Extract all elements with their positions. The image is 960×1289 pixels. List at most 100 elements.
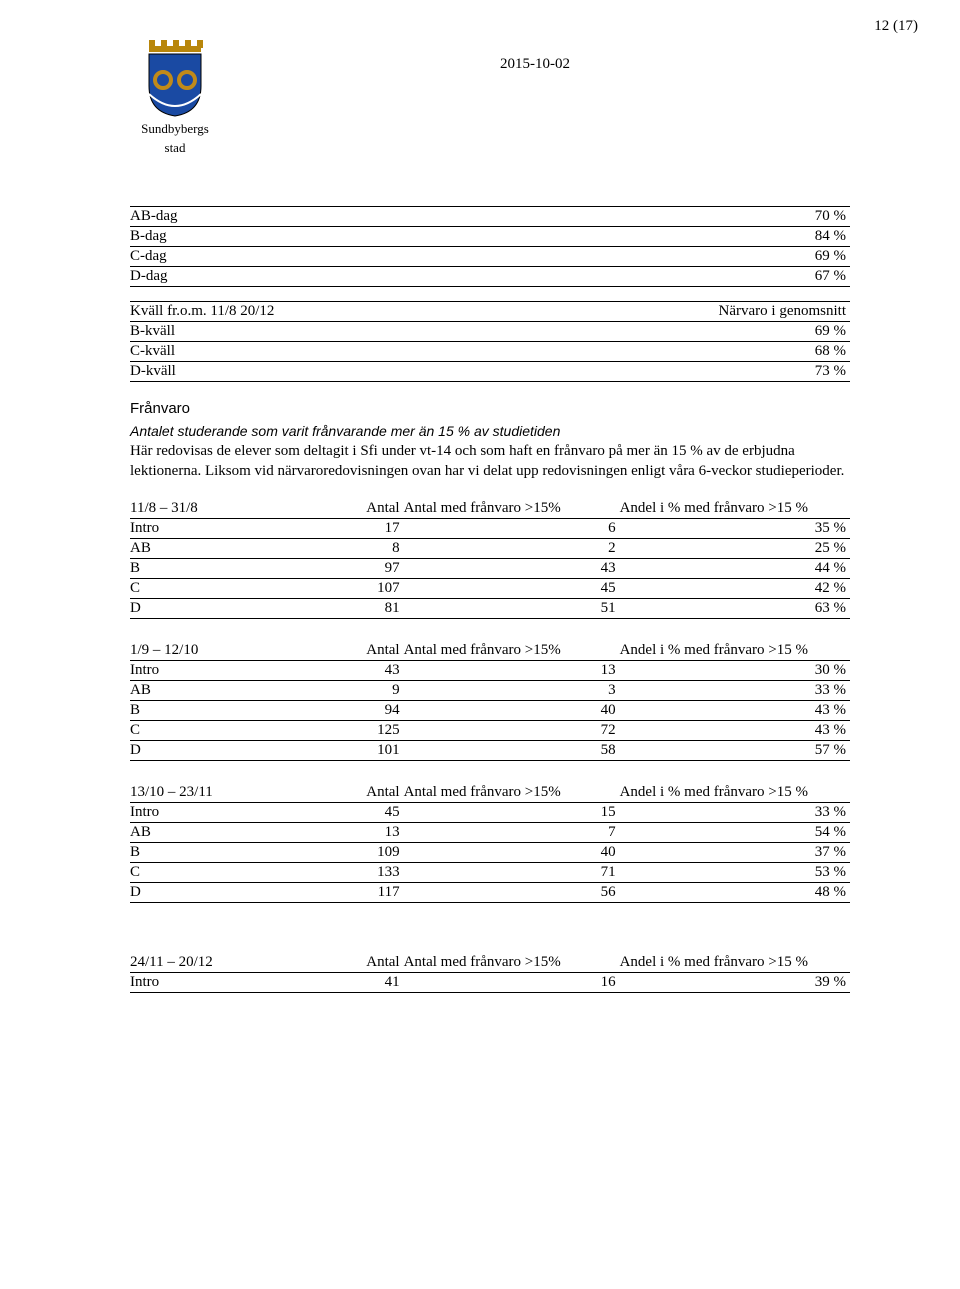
cell-value: 101 — [303, 741, 404, 761]
table-header-row: 1/9 – 12/10AntalAntal med frånvaro >15%A… — [130, 641, 850, 661]
row-label: B — [130, 843, 303, 863]
table-row: C1074542 % — [130, 579, 850, 599]
row-label: D — [130, 741, 303, 761]
cell-value: 41 — [303, 973, 404, 993]
row-label: B-kväll — [130, 321, 512, 341]
presence-evening-table: Kväll fr.o.m. 11/8 20/12 Närvaro i genom… — [130, 301, 850, 382]
cell-value: 94 — [303, 701, 404, 721]
org-name-line2: stad — [130, 141, 220, 156]
table-row: C-kväll68 % — [130, 341, 850, 361]
section-gap — [130, 925, 850, 953]
table-row: D-dag67 % — [130, 266, 850, 286]
crest-icon — [130, 40, 220, 118]
cell-value: 40 — [404, 843, 620, 863]
period-label: 11/8 – 31/8 — [130, 499, 303, 519]
cell-value: 8 — [303, 539, 404, 559]
row-label: AB-dag — [130, 206, 557, 226]
absence-table: 13/10 – 23/11AntalAntal med frånvaro >15… — [130, 783, 850, 903]
table-row: B974344 % — [130, 559, 850, 579]
table-row: B944043 % — [130, 701, 850, 721]
column-header: Andel i % med frånvaro >15 % — [620, 641, 850, 661]
column-header: Andel i % med frånvaro >15 % — [620, 499, 850, 519]
table-row: D-kväll73 % — [130, 361, 850, 381]
row-label: AB — [130, 539, 303, 559]
row-value: 69 % — [512, 321, 850, 341]
absence-table: 24/11 – 20/12AntalAntal med frånvaro >15… — [130, 953, 850, 993]
table-row: Intro451533 % — [130, 803, 850, 823]
row-label: Intro — [130, 803, 303, 823]
row-label: C — [130, 721, 303, 741]
row-value: 68 % — [512, 341, 850, 361]
row-label: C — [130, 579, 303, 599]
table-row: AB-dag70 % — [130, 206, 850, 226]
row-value: 73 % — [512, 361, 850, 381]
table-row: D1015857 % — [130, 741, 850, 761]
table-row: C1257243 % — [130, 721, 850, 741]
row-label: B-dag — [130, 226, 557, 246]
row-label: B — [130, 559, 303, 579]
column-header: Antal med frånvaro >15% — [404, 499, 620, 519]
table-row: B1094037 % — [130, 843, 850, 863]
column-header: Antal — [303, 783, 404, 803]
table-row: Intro17635 % — [130, 519, 850, 539]
cell-value: 43 % — [620, 721, 850, 741]
cell-value: 42 % — [620, 579, 850, 599]
row-value: 70 % — [557, 206, 850, 226]
cell-value: 25 % — [620, 539, 850, 559]
table-row: Intro431330 % — [130, 661, 850, 681]
cell-value: 71 — [404, 863, 620, 883]
row-label: AB — [130, 681, 303, 701]
cell-value: 6 — [404, 519, 620, 539]
page-content: AB-dag70 %B-dag84 %C-dag 69 % D-dag67 % Kv… — [130, 206, 850, 994]
cell-value: 125 — [303, 721, 404, 741]
cell-value: 72 — [404, 721, 620, 741]
row-value: 84 % — [557, 226, 850, 246]
cell-value: 63 % — [620, 599, 850, 619]
cell-value: 54 % — [620, 823, 850, 843]
period-label: 1/9 – 12/10 — [130, 641, 303, 661]
cell-value: 117 — [303, 883, 404, 903]
period-label: 13/10 – 23/11 — [130, 783, 303, 803]
table-row: AB8225 % — [130, 539, 850, 559]
table-header-row: 11/8 – 31/8AntalAntal med frånvaro >15%A… — [130, 499, 850, 519]
column-header: Andel i % med frånvaro >15 % — [620, 783, 850, 803]
table-header-row: 24/11 – 20/12AntalAntal med frånvaro >15… — [130, 953, 850, 973]
row-label: D — [130, 883, 303, 903]
cell-value: 56 — [404, 883, 620, 903]
cell-value: 107 — [303, 579, 404, 599]
row-label: AB — [130, 823, 303, 843]
cell-value: 57 % — [620, 741, 850, 761]
table-row: Intro411639 % — [130, 973, 850, 993]
row-label: D-dag — [130, 266, 557, 286]
table-row: AB13754 % — [130, 823, 850, 843]
table-row: B-dag84 % — [130, 226, 850, 246]
evening-caption-left: Kväll fr.o.m. 11/8 20/12 — [130, 301, 512, 321]
cell-value: 133 — [303, 863, 404, 883]
org-name-line1: Sundbybergs — [130, 122, 220, 137]
cell-value: 45 — [404, 579, 620, 599]
cell-value: 39 % — [620, 973, 850, 993]
column-header: Andel i % med frånvaro >15 % — [620, 953, 850, 973]
cell-value: 33 % — [620, 803, 850, 823]
cell-value: 2 — [404, 539, 620, 559]
absence-table: 11/8 – 31/8AntalAntal med frånvaro >15%A… — [130, 499, 850, 619]
page-header: Sundbybergs stad 2015-10-02 — [130, 40, 850, 156]
table-row: B-kväll69 % — [130, 321, 850, 341]
row-label: C-dag — [130, 246, 557, 266]
cell-value: 43 — [303, 661, 404, 681]
table-row: D815163 % — [130, 599, 850, 619]
cell-value: 13 — [303, 823, 404, 843]
cell-value: 13 — [404, 661, 620, 681]
cell-value: 15 — [404, 803, 620, 823]
section-heading: Frånvaro — [130, 400, 850, 417]
row-label: D-kväll — [130, 361, 512, 381]
row-label: C — [130, 863, 303, 883]
cell-value: 35 % — [620, 519, 850, 539]
cell-value: 43 % — [620, 701, 850, 721]
cell-value: 109 — [303, 843, 404, 863]
cell-value: 53 % — [620, 863, 850, 883]
cell-value: 45 — [303, 803, 404, 823]
section-subheading: Antalet studerande som varit frånvarande… — [130, 423, 850, 439]
cell-value: 40 — [404, 701, 620, 721]
column-header: Antal med frånvaro >15% — [404, 641, 620, 661]
